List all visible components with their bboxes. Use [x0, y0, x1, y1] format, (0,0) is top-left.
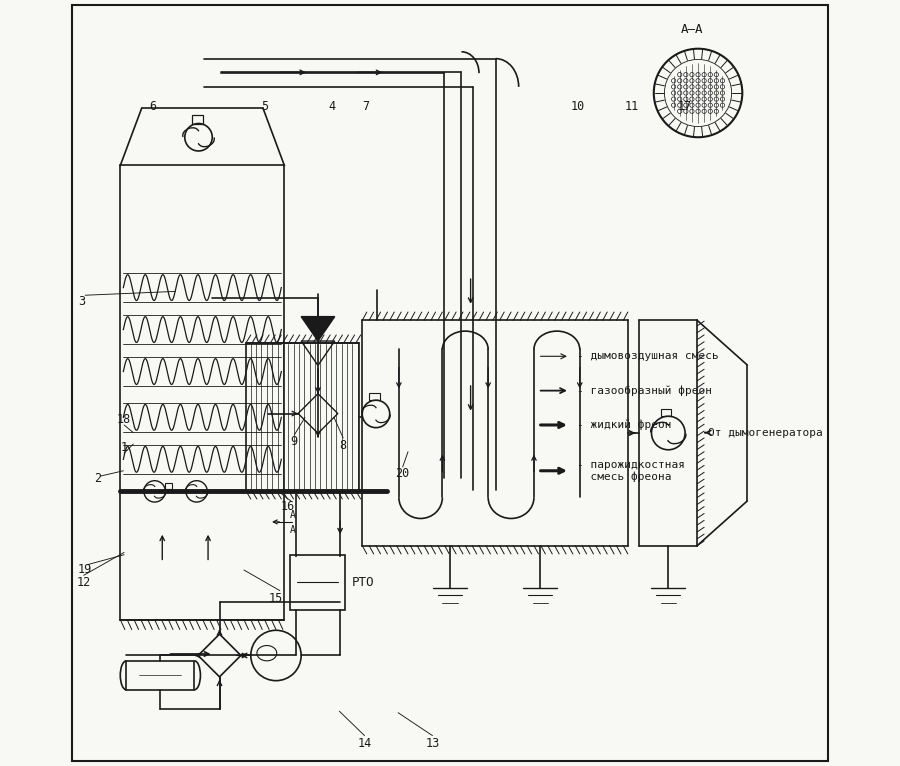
Bar	[369, 392, 380, 400]
Text: 13: 13	[426, 737, 439, 750]
Text: А–А: А–А	[681, 24, 704, 37]
Circle shape	[696, 79, 700, 83]
Circle shape	[678, 110, 682, 113]
Circle shape	[696, 97, 700, 101]
Circle shape	[715, 97, 718, 101]
Circle shape	[708, 79, 713, 83]
Text: - парожидкостная
  смесь фреона: - парожидкостная смесь фреона	[578, 460, 686, 482]
Circle shape	[671, 103, 676, 107]
Circle shape	[702, 103, 706, 107]
Circle shape	[715, 103, 718, 107]
Circle shape	[720, 79, 724, 83]
Text: 9: 9	[291, 434, 298, 447]
Circle shape	[671, 97, 676, 101]
Circle shape	[684, 91, 688, 95]
Circle shape	[715, 91, 718, 95]
Text: 15: 15	[269, 591, 284, 604]
Text: 14: 14	[357, 737, 372, 750]
Text: 10: 10	[572, 100, 585, 113]
Text: 11: 11	[625, 100, 639, 113]
Text: - жидкий фреон: - жидкий фреон	[578, 420, 672, 430]
Text: 6: 6	[148, 100, 156, 113]
Circle shape	[689, 73, 694, 77]
Bar	[165, 483, 172, 489]
Bar	[126, 661, 194, 690]
Text: 3: 3	[78, 295, 86, 308]
Circle shape	[689, 91, 694, 95]
Circle shape	[684, 73, 688, 77]
Circle shape	[708, 73, 713, 77]
Circle shape	[689, 97, 694, 101]
Circle shape	[689, 79, 694, 83]
Text: 20: 20	[396, 466, 410, 480]
Circle shape	[689, 85, 694, 89]
Circle shape	[684, 85, 688, 89]
Circle shape	[720, 103, 724, 107]
Circle shape	[678, 97, 682, 101]
Bar	[121, 165, 284, 620]
Circle shape	[702, 73, 706, 77]
Circle shape	[671, 91, 676, 95]
Circle shape	[708, 91, 713, 95]
Circle shape	[671, 85, 676, 89]
Bar	[290, 555, 346, 610]
Text: 5: 5	[261, 100, 268, 113]
Text: 19: 19	[78, 564, 93, 577]
Circle shape	[702, 97, 706, 101]
Circle shape	[715, 79, 718, 83]
Circle shape	[715, 85, 718, 89]
Circle shape	[678, 103, 682, 107]
Circle shape	[678, 73, 682, 77]
Circle shape	[715, 73, 718, 77]
Circle shape	[678, 79, 682, 83]
Circle shape	[684, 110, 688, 113]
Circle shape	[696, 103, 700, 107]
Circle shape	[708, 97, 713, 101]
Circle shape	[144, 481, 166, 502]
Circle shape	[684, 79, 688, 83]
Text: 8: 8	[339, 439, 346, 452]
Circle shape	[186, 481, 207, 502]
Circle shape	[678, 91, 682, 95]
Circle shape	[689, 110, 694, 113]
Text: A: A	[290, 510, 295, 520]
Circle shape	[715, 110, 718, 113]
Text: РТО: РТО	[352, 576, 374, 589]
Circle shape	[720, 97, 724, 101]
Circle shape	[720, 85, 724, 89]
Text: 17: 17	[678, 100, 692, 113]
Circle shape	[702, 85, 706, 89]
Text: A: A	[290, 525, 295, 535]
Text: 1: 1	[121, 441, 128, 454]
Text: 7: 7	[363, 100, 370, 113]
Bar	[247, 342, 359, 491]
Circle shape	[702, 91, 706, 95]
Circle shape	[696, 85, 700, 89]
Circle shape	[708, 103, 713, 107]
Text: 18: 18	[117, 413, 131, 426]
Text: - газообразный фреон: - газообразный фреон	[578, 385, 713, 396]
Circle shape	[708, 85, 713, 89]
Circle shape	[678, 85, 682, 89]
Text: 16: 16	[280, 500, 294, 513]
Polygon shape	[302, 316, 335, 341]
Circle shape	[684, 97, 688, 101]
Text: 4: 4	[328, 100, 336, 113]
Text: 2: 2	[94, 472, 101, 485]
Bar	[661, 408, 671, 416]
Circle shape	[696, 110, 700, 113]
Text: От дымогенератора: От дымогенератора	[708, 427, 823, 437]
Text: - дымовоздушная смесь: - дымовоздушная смесь	[578, 352, 719, 362]
Circle shape	[696, 73, 700, 77]
Circle shape	[702, 110, 706, 113]
Circle shape	[708, 110, 713, 113]
Circle shape	[696, 91, 700, 95]
Circle shape	[720, 91, 724, 95]
Circle shape	[684, 103, 688, 107]
Text: 12: 12	[76, 577, 91, 590]
Circle shape	[702, 79, 706, 83]
Bar	[192, 115, 203, 123]
Circle shape	[689, 103, 694, 107]
Circle shape	[671, 79, 676, 83]
